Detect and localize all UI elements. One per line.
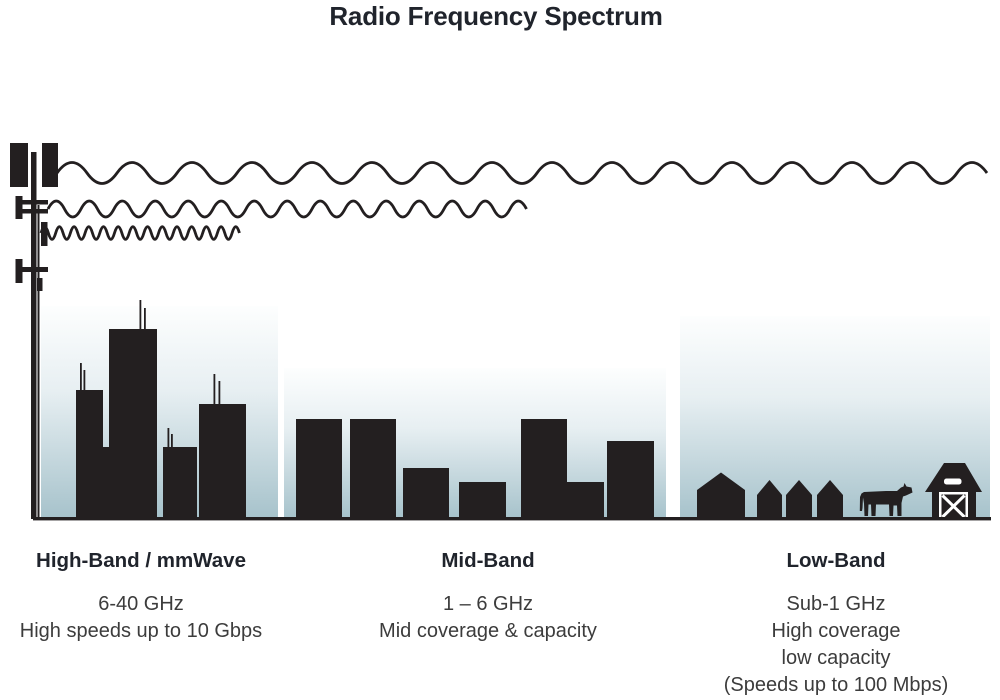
- rooftop-antenna: [80, 363, 82, 390]
- skyscraper: [199, 404, 246, 520]
- low-band-frequency: Sub-1 GHz: [786, 593, 886, 615]
- skyscraper: [76, 390, 103, 520]
- house: [786, 480, 812, 519]
- spectrum-illustration: [10, 143, 991, 521]
- barn-icon: [925, 463, 982, 519]
- mid-band-frequency: 1 – 6 GHz: [442, 593, 534, 615]
- rooftop-antenna: [144, 308, 146, 329]
- diagram-title: Radio Frequency Spectrum: [329, 1, 663, 31]
- mid-band-name: Mid-Band: [441, 549, 535, 572]
- barn-door-cross: [941, 494, 966, 519]
- low-band-description-3: (Speeds up to 100 Mbps): [723, 674, 949, 696]
- barn-roof: [925, 463, 982, 492]
- tower-crossbar: [16, 209, 48, 214]
- rooftop-antenna: [213, 374, 216, 404]
- ground-line: [33, 517, 991, 521]
- mid-rise-building: [567, 482, 604, 520]
- low-band-description-2: low capacity: [781, 647, 891, 669]
- tower-panel-left: [10, 143, 28, 187]
- low-band-description-1: High coverage: [771, 620, 901, 642]
- mid-rise-building: [296, 419, 342, 520]
- high-band-wave-short-wavelength: [39, 225, 241, 241]
- mid-band-description: Mid coverage & capacity: [379, 620, 597, 642]
- low-band-name: Low-Band: [786, 549, 886, 572]
- mid-band-buildings: [296, 419, 654, 520]
- suburban-houses: [697, 472, 843, 519]
- tower-antenna-small: [41, 222, 48, 246]
- house: [757, 480, 782, 519]
- tower-crossbar: [16, 200, 48, 205]
- tower-antenna-small: [37, 278, 43, 291]
- rooftop-antenna: [218, 381, 221, 404]
- tower-mast-line: [37, 205, 40, 519]
- mid-rise-building: [521, 419, 567, 520]
- rooftop-antenna: [83, 370, 86, 390]
- mid-rise-building: [607, 441, 654, 520]
- high-band-description: High speeds up to 10 Gbps: [19, 620, 263, 642]
- cow-icon: [859, 483, 913, 516]
- skyscraper: [163, 447, 197, 520]
- high-band-name: High-Band / mmWave: [36, 549, 246, 572]
- low-band-wave-long-wavelength: [55, 161, 989, 185]
- rooftop-antenna: [171, 434, 173, 447]
- mid-rise-building: [459, 482, 506, 520]
- mid-rise-building: [403, 468, 449, 520]
- tower-panel-right: [42, 143, 58, 187]
- tower-antenna-small: [15, 259, 23, 283]
- high-band-label: High-Band / mmWave 6-40 GHz High speeds …: [0, 549, 282, 645]
- house: [697, 472, 745, 519]
- house: [817, 480, 843, 519]
- mid-band-wave-medium-wavelength: [46, 199, 528, 219]
- skyscraper: [109, 329, 157, 520]
- skyscraper: [101, 447, 110, 520]
- low-band-label: Low-Band Sub-1 GHz High coverage low cap…: [695, 549, 977, 699]
- barn-hayloft-vent: [944, 478, 962, 485]
- high-band-frequency: 6-40 GHz: [98, 593, 184, 615]
- tower-mast: [31, 152, 37, 519]
- low-band-scene: [697, 463, 982, 519]
- cell-tower-icon: [10, 143, 58, 519]
- rooftop-antenna: [139, 300, 142, 329]
- mid-band-label: Mid-Band 1 – 6 GHz Mid coverage & capaci…: [347, 549, 629, 645]
- rooftop-antenna: [167, 428, 170, 447]
- tower-crossbar: [16, 267, 48, 272]
- mid-rise-building: [350, 419, 396, 520]
- tower-antenna-small: [15, 196, 23, 219]
- city-skyline: [76, 300, 246, 520]
